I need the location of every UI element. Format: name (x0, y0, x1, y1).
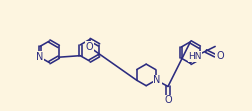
Text: N: N (153, 75, 161, 85)
Text: HN: HN (188, 52, 202, 61)
Text: N: N (36, 52, 44, 62)
Text: O: O (86, 42, 93, 52)
Text: O: O (216, 51, 224, 61)
Text: O: O (164, 95, 172, 105)
